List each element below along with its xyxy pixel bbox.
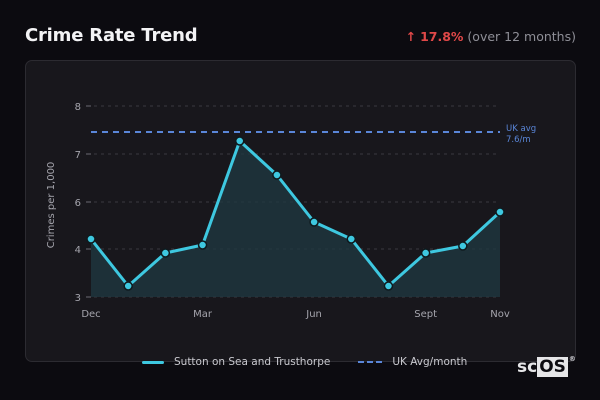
change-indicator: ↑ 17.8% (over 12 months) — [406, 29, 576, 44]
y-axis-ticks: 8 7 6 4 3 — [75, 102, 91, 304]
y-tick-label: 7 — [75, 150, 81, 161]
solid-line-swatch-icon — [142, 360, 164, 364]
data-point[interactable] — [420, 248, 431, 258]
legend-series-label: Sutton on Sea and Trusthorpe — [174, 356, 331, 368]
data-point[interactable] — [197, 240, 208, 250]
x-tick-label: Sept — [414, 309, 437, 320]
legend-avg-label: UK Avg/month — [392, 356, 468, 368]
trend-up-arrow-icon: ↑ — [405, 29, 417, 44]
y-tick-label: 6 — [75, 198, 81, 209]
change-period: (over 12 months) — [467, 29, 576, 44]
legend: Sutton on Sea and Trusthorpe UK Avg/mont… — [142, 356, 495, 368]
change-percent: 17.8% — [420, 29, 464, 44]
x-tick-label: Nov — [490, 309, 510, 320]
data-point[interactable] — [234, 136, 245, 146]
registered-mark-icon: ® — [568, 355, 576, 363]
x-axis-ticks: Dec Mar Jun Sept Nov — [81, 309, 510, 320]
chart-title: Crime Rate Trend — [25, 25, 198, 46]
data-point[interactable] — [383, 281, 394, 291]
data-point[interactable] — [495, 207, 505, 217]
x-tick-label: Dec — [81, 309, 100, 320]
series-line — [89, 139, 502, 288]
data-point[interactable] — [86, 234, 96, 244]
data-point[interactable] — [123, 281, 133, 291]
data-point[interactable] — [272, 170, 282, 180]
data-point[interactable] — [160, 248, 171, 258]
logo-os: OS — [537, 357, 568, 377]
x-tick-label: Jun — [305, 309, 322, 320]
y-tick-label: 4 — [75, 245, 81, 256]
data-points — [86, 136, 505, 291]
data-point[interactable] — [458, 241, 468, 251]
x-tick-label: Mar — [193, 309, 213, 320]
legend-item-series[interactable]: Sutton on Sea and Trusthorpe — [142, 356, 330, 368]
dashed-line-swatch-icon — [358, 361, 383, 363]
uk-avg-annotation-line2: 7.6/m — [506, 135, 531, 145]
y-tick-label: 3 — [75, 293, 81, 304]
data-point[interactable] — [346, 234, 357, 244]
scos-logo: sc OS ® — [517, 355, 576, 377]
logo-sc: sc — [517, 357, 538, 377]
data-point[interactable] — [309, 217, 319, 227]
series-area-fill — [91, 141, 500, 297]
y-tick-label: 8 — [75, 102, 81, 113]
uk-avg-annotation-line1: UK avg — [506, 124, 536, 134]
legend-item-uk-avg[interactable]: UK Avg/month — [358, 356, 467, 368]
y-axis-label: Crimes per 1,000 — [46, 162, 57, 249]
